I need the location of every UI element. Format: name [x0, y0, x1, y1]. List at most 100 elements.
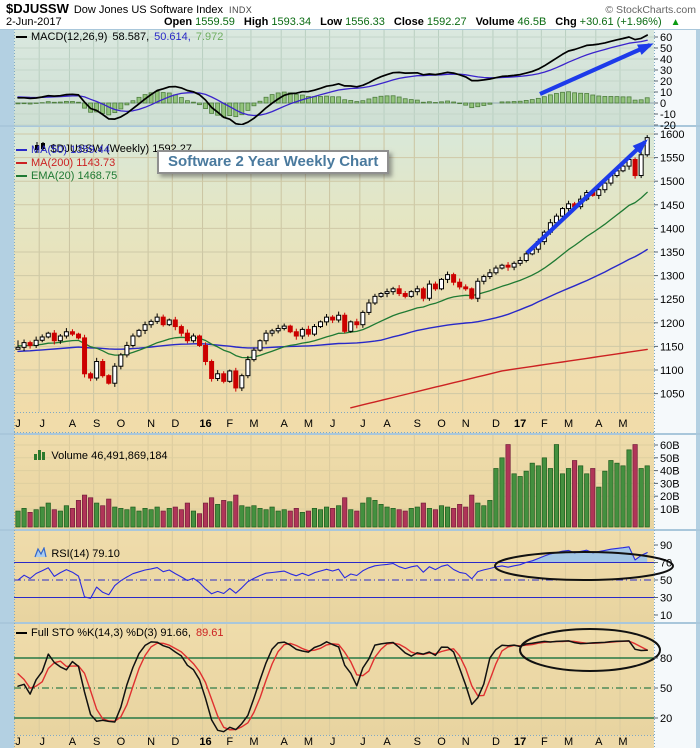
svg-text:70: 70	[660, 558, 672, 570]
ma200-label: MA(200) 1143.73	[31, 157, 116, 169]
svg-text:20: 20	[660, 76, 672, 88]
svg-text:17: 17	[514, 418, 526, 430]
sto-overbought-ellipse	[519, 628, 661, 672]
svg-text:-20: -20	[660, 120, 676, 132]
annotation-text: Software 2 Year Weekly Chart	[168, 153, 379, 170]
ma200-legend: MA(200) 1143.73	[16, 157, 115, 169]
volume-plot	[15, 444, 650, 528]
svg-text:N: N	[147, 736, 155, 748]
svg-text:S: S	[93, 418, 100, 430]
svg-text:50: 50	[660, 683, 672, 695]
svg-text:S: S	[93, 736, 100, 748]
quote-value: 1559.59	[195, 16, 235, 28]
svg-text:N: N	[147, 418, 155, 430]
sto-legend-label: Full STO %K(14,3) %D(3) 91.66,	[31, 627, 191, 639]
rsi-legend: RSI(14) 79.10	[16, 535, 120, 573]
chart-date: 2-Jun-2017	[6, 16, 62, 28]
svg-text:D: D	[171, 736, 179, 748]
svg-text:J: J	[15, 736, 21, 748]
svg-text:J: J	[39, 736, 45, 748]
svg-text:J: J	[15, 418, 21, 430]
chart-header: $DJUSSW Dow Jones US Software Index INDX…	[0, 0, 700, 29]
svg-text:1400: 1400	[660, 223, 684, 235]
svg-text:A: A	[69, 736, 77, 748]
symbol: $DJUSSW	[6, 1, 69, 16]
svg-text:1550: 1550	[660, 153, 684, 165]
rsi-zigzag-icon	[16, 535, 47, 573]
quote-value: 1592.27	[426, 16, 467, 28]
svg-text:J: J	[39, 418, 45, 430]
quote-label: Chg	[555, 16, 577, 28]
svg-text:60: 60	[660, 32, 672, 44]
ma50-line-icon	[16, 149, 27, 151]
svg-text:O: O	[437, 418, 446, 430]
ema20-legend: EMA(20) 1468.75	[16, 170, 117, 182]
svg-text:30B: 30B	[660, 478, 680, 490]
quote-label: High	[243, 16, 269, 28]
svg-text:J: J	[360, 736, 366, 748]
svg-text:A: A	[383, 736, 391, 748]
svg-text:50: 50	[660, 43, 672, 55]
macd-line-icon	[16, 36, 27, 38]
ohlc-quote: Open 1559.59 High 1593.34 Low 1556.33 Close 159…	[164, 16, 681, 28]
svg-text:A: A	[281, 418, 289, 430]
svg-text:20B: 20B	[660, 491, 680, 503]
svg-text:F: F	[541, 736, 548, 748]
svg-text:1500: 1500	[660, 176, 684, 188]
svg-text:M: M	[304, 736, 313, 748]
svg-text:30: 30	[660, 65, 672, 77]
svg-text:A: A	[281, 736, 289, 748]
svg-text:1300: 1300	[660, 271, 684, 283]
svg-text:20: 20	[660, 713, 672, 725]
macd-legend: MACD(12,26,9) 58.587, 50.614, 7.972	[16, 31, 223, 43]
ema20-label: EMA(20) 1468.75	[31, 170, 118, 182]
svg-text:J: J	[330, 418, 336, 430]
volume-legend: Volume 46,491,869,184	[16, 437, 168, 475]
svg-text:O: O	[117, 418, 126, 430]
quote-value: +30.61 (+1.96%)	[579, 16, 662, 28]
svg-text:A: A	[383, 418, 391, 430]
svg-text:F: F	[541, 418, 548, 430]
volume-legend-label: Volume 46,491,869,184	[51, 450, 168, 462]
ma50-label: MA(50) 1359.44	[31, 144, 110, 156]
svg-text:J: J	[330, 736, 336, 748]
candlestick-icon	[16, 130, 46, 168]
sto-legend: Full STO %K(14,3) %D(3) 91.66, 89.61	[16, 627, 224, 639]
macd-signal-value: 50.614,	[154, 31, 191, 43]
svg-text:M: M	[618, 418, 627, 430]
macd-hist-value: 7.972	[195, 31, 224, 43]
rsi-plot	[14, 546, 654, 599]
ema20-line-icon	[16, 175, 27, 177]
quote-label: Volume	[475, 16, 515, 28]
svg-text:1600: 1600	[660, 129, 684, 141]
volume-bars-icon	[16, 437, 47, 475]
svg-text:A: A	[595, 418, 603, 430]
svg-text:F: F	[226, 736, 233, 748]
svg-text:17: 17	[514, 736, 526, 748]
rsi-legend-label: RSI(14) 79.10	[51, 548, 120, 560]
rsi-overbought-ellipse	[494, 551, 674, 581]
svg-text:S: S	[414, 736, 421, 748]
svg-text:1450: 1450	[660, 200, 684, 212]
svg-text:M: M	[304, 418, 313, 430]
svg-text:1050: 1050	[660, 389, 684, 401]
svg-text:F: F	[226, 418, 233, 430]
exchange-label: INDX	[229, 5, 253, 15]
macd-value: 58.587,	[112, 31, 150, 43]
svg-text:A: A	[595, 736, 603, 748]
svg-text:16: 16	[199, 418, 211, 430]
svg-text:J: J	[360, 418, 366, 430]
price-trend-arrow	[525, 140, 647, 255]
svg-text:1100: 1100	[660, 365, 684, 377]
ma50-legend: MA(50) 1359.44	[16, 144, 110, 156]
svg-text:S: S	[414, 418, 421, 430]
sto-plot	[14, 640, 654, 733]
svg-text:50: 50	[660, 575, 672, 587]
macd-plot	[15, 34, 650, 125]
svg-text:10B: 10B	[660, 504, 680, 516]
sto-d-value: 89.61	[195, 627, 224, 639]
ma200-line-icon	[16, 162, 27, 164]
svg-text:O: O	[117, 736, 126, 748]
svg-text:10: 10	[660, 87, 672, 99]
